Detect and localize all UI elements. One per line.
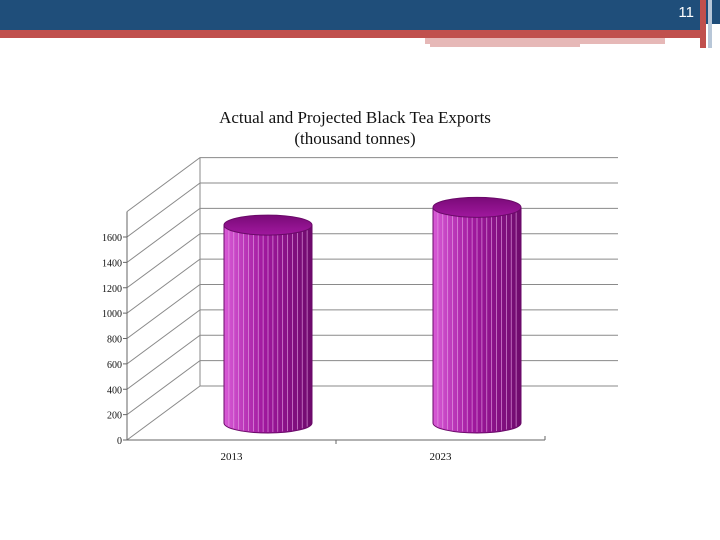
gridline xyxy=(126,182,618,238)
gridline xyxy=(126,157,618,213)
accent-bar-pink xyxy=(425,38,665,44)
y-tick-label: 800 xyxy=(107,335,122,346)
y-tick-label: 1000 xyxy=(102,309,122,320)
y-tick-label: 1400 xyxy=(102,258,122,269)
bar xyxy=(223,214,313,434)
bar-top xyxy=(432,196,522,218)
gridline xyxy=(126,385,618,441)
y-tick-label: 200 xyxy=(107,411,122,422)
y-tick-label: 600 xyxy=(107,360,122,371)
bar xyxy=(432,196,522,434)
accent-bar-pink-2 xyxy=(430,44,580,47)
chart-title: Actual and Projected Black Tea Exports (… xyxy=(130,107,580,149)
accent-bar-blue xyxy=(0,24,700,30)
x-tick-label: 2023 xyxy=(430,451,453,463)
header-band xyxy=(0,0,720,24)
x-tick-label: 2013 xyxy=(221,451,244,463)
gridline xyxy=(126,258,618,314)
gridline xyxy=(126,284,618,339)
y-tick-label: 1600 xyxy=(102,233,122,244)
accent-bar-side xyxy=(700,0,706,48)
y-tick-label: 1200 xyxy=(102,284,122,295)
chart-title-sub: (thousand tonnes) xyxy=(294,129,416,148)
gridline xyxy=(126,207,618,263)
y-tick-label: 400 xyxy=(107,385,122,396)
chart-title-main: Actual and Projected Black Tea Exports xyxy=(219,108,491,127)
bar-top xyxy=(223,214,313,236)
accent-bar-red xyxy=(0,30,700,38)
accent-bar-side-2 xyxy=(708,0,712,48)
y-tick-label: 0 xyxy=(117,436,122,447)
gridline xyxy=(126,233,618,289)
slide-number: 11 xyxy=(678,4,694,21)
gridline xyxy=(126,334,618,390)
gridline xyxy=(126,309,618,365)
gridline xyxy=(126,360,618,416)
